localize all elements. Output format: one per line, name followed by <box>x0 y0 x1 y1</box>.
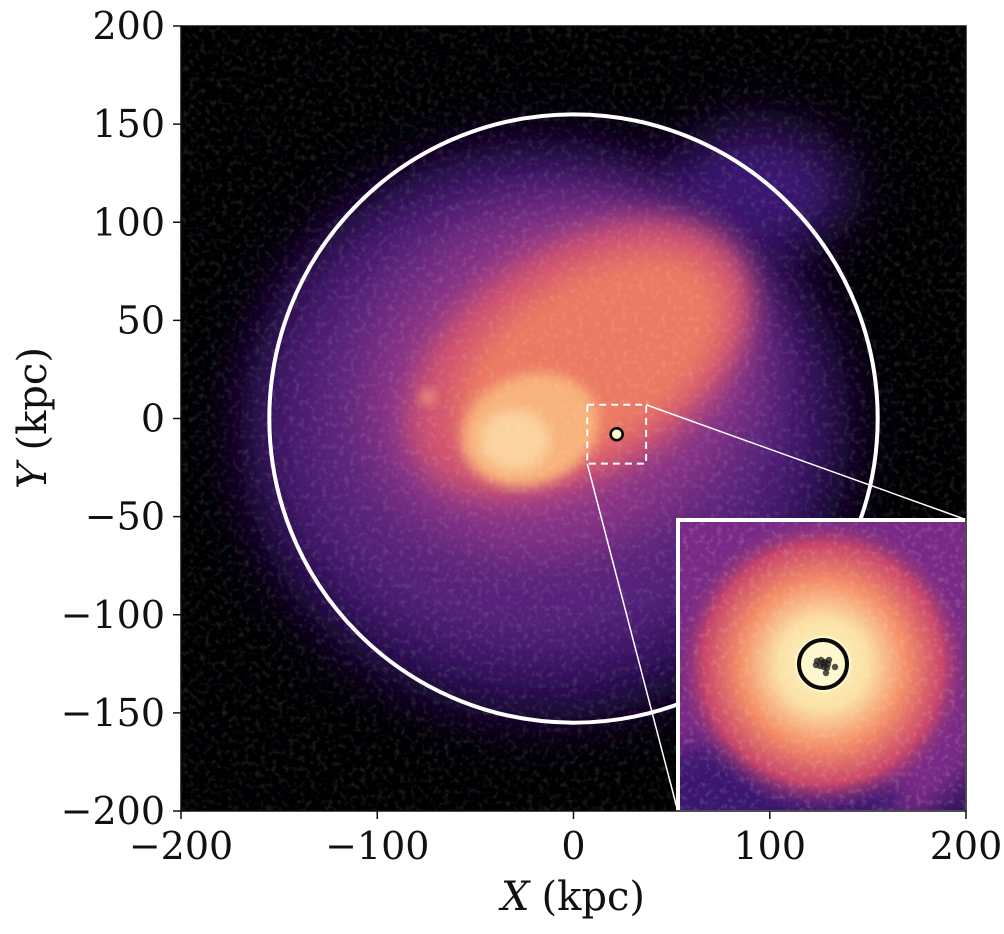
axes: −200 −100 0 100 200 −200 −150 −100 −50 0 50 100 150… <box>61 4 1003 868</box>
x-tick-label: −100 <box>325 824 429 868</box>
y-axis-variable: Y <box>10 459 56 489</box>
connector-line-upper <box>645 404 968 521</box>
inset-member-point <box>823 664 831 672</box>
y-tick-label: −100 <box>61 593 165 637</box>
y-tick-label: −150 <box>61 691 165 735</box>
connector-line-lower <box>586 463 679 813</box>
y-tick-label: 100 <box>92 200 165 244</box>
x-ticks: −200 −100 0 100 200 <box>129 811 1002 868</box>
x-tick-label: 100 <box>733 824 806 868</box>
y-tick-label: 50 <box>117 298 165 342</box>
object-core <box>610 428 623 441</box>
inset-member-point <box>831 663 839 671</box>
zoom-box <box>586 403 648 465</box>
satellite-blob <box>421 390 435 404</box>
y-ticks: −200 −150 −100 −50 0 50 100 150 200 <box>61 4 181 833</box>
x-axis-unit: (kpc) <box>542 874 645 920</box>
x-axis-title: X (kpc) <box>498 874 645 920</box>
inset-member-point <box>825 656 833 664</box>
y-tick-label: 200 <box>92 4 165 48</box>
x-tick-label: 200 <box>930 824 1003 868</box>
x-tick-label: 0 <box>561 824 585 868</box>
virial-radius-circle <box>267 112 880 725</box>
x-axis-variable: X <box>498 874 531 920</box>
object-marker-ring <box>609 426 624 442</box>
y-tick-label: −200 <box>61 789 165 833</box>
inset-member-point <box>822 669 830 677</box>
inset-member-point <box>819 659 827 667</box>
y-tick-label: 150 <box>92 102 165 146</box>
overlays <box>267 112 968 813</box>
y-axis-unit: (kpc) <box>10 347 56 450</box>
inset-frame <box>676 518 969 814</box>
zoom-inset <box>676 518 969 814</box>
x-tick-label: −200 <box>129 824 233 868</box>
y-tick-label: −50 <box>85 495 165 539</box>
inset-member-point <box>812 661 820 669</box>
y-tick-label: 0 <box>141 397 165 441</box>
inset-object-ring <box>797 638 849 690</box>
y-axis-title: Y (kpc) <box>10 347 56 489</box>
inset-object-marker <box>797 638 849 690</box>
